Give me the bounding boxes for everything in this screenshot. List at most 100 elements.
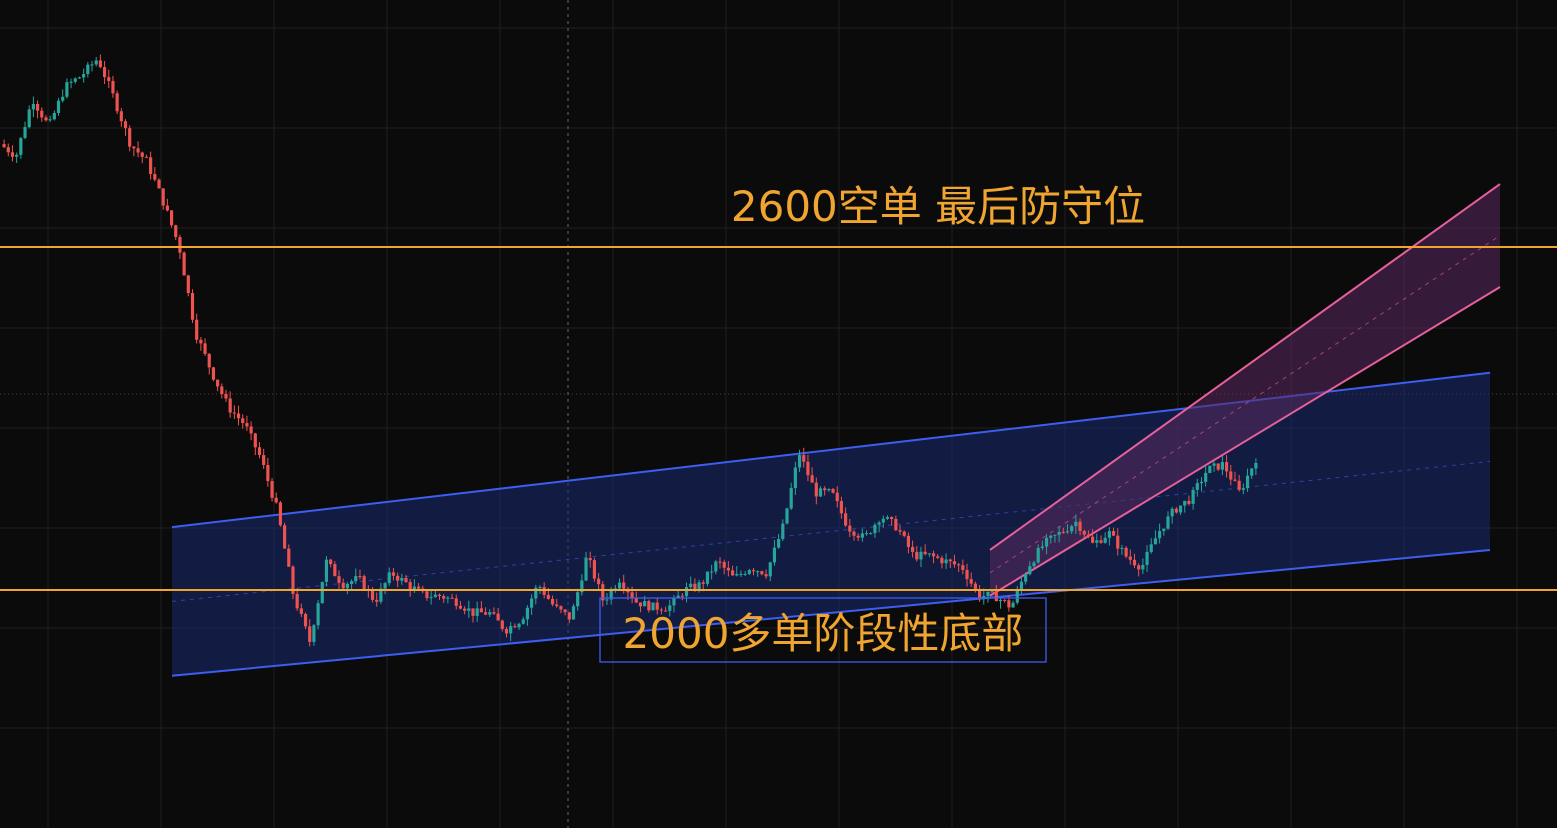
candle [253,432,257,456]
candle-body [211,367,216,380]
candle-body [957,564,961,566]
candle [236,405,241,426]
rising_channel-midline [989,235,1501,574]
candle [521,616,525,625]
candle-body [450,597,454,599]
candle [442,594,446,603]
candle-body [877,522,881,525]
candle-body [1015,589,1019,603]
candle-body [839,501,844,514]
candle-body [1170,508,1174,517]
candle-body [534,587,538,599]
candle [592,557,597,582]
candle-body [349,581,354,584]
candle [1036,544,1040,564]
candle-body [94,60,98,65]
candle [467,600,471,618]
candle-body [546,594,550,599]
candle-body [270,480,274,498]
candle [860,528,864,542]
candle-body [429,597,433,599]
candle-body [827,488,831,491]
candle [157,178,161,189]
candle [391,567,396,581]
candle [940,555,944,569]
candle [1061,527,1065,534]
candle-body [693,583,697,590]
candle [1116,528,1120,556]
candle-body [408,582,412,590]
candle [555,598,559,608]
candle [354,568,358,585]
candle-body [416,586,421,589]
candle-body [1162,528,1166,531]
candle-body [584,558,588,581]
candle-body [249,426,253,434]
candle [1195,478,1199,497]
candle-body [1044,537,1049,547]
candle [601,581,605,607]
candle-body [425,591,429,599]
candle-body [442,596,446,599]
candle-body [852,531,856,536]
candle-body [530,598,534,608]
candle [375,592,379,607]
candle [1241,483,1245,495]
candle-body [1132,559,1137,566]
candle [274,492,278,504]
candle-body [969,579,973,584]
candle [735,566,739,577]
candle [349,579,354,589]
candle-body [1166,516,1170,529]
candle [161,188,165,210]
candle-body [743,573,747,575]
candle [948,558,952,569]
candle [475,601,479,622]
candle-body [391,572,396,576]
candle-body [911,546,915,552]
candle-body [848,525,852,532]
candle-body [1019,581,1024,590]
candle-body [1149,544,1153,552]
candle [52,110,56,121]
candle [915,546,919,562]
candle [760,570,764,576]
candle-body [869,533,873,535]
candle-body [504,628,509,634]
candle-body [747,570,751,574]
candle [856,533,860,542]
candle [890,516,894,526]
annotation-2000: 2000多单阶段性底部 [599,597,1047,663]
candle [1245,468,1250,492]
candle [165,198,169,212]
candle-body [768,562,772,577]
candle [312,623,316,646]
candle-body [379,588,383,602]
candle-body [107,77,111,82]
candle-body [651,602,655,611]
candle-body [274,497,278,503]
candle-body [203,343,207,354]
candle-body [61,96,65,101]
candle [266,457,270,487]
candle-body [756,571,760,573]
candle-body [1141,564,1145,570]
rising_channel-upper [989,183,1501,551]
candle [751,567,756,576]
candle-body [295,593,299,609]
candle-body [931,553,936,557]
candle [1086,530,1091,539]
candle-body [571,606,576,620]
level-2000-label-box [599,597,1047,663]
candle-body [856,535,860,538]
candle [977,585,982,602]
candle [781,519,785,541]
candle [848,519,852,538]
candle [827,488,831,492]
candle [500,619,504,632]
candle [123,119,128,136]
candle-body [86,64,90,75]
candle [957,562,961,572]
candle-body [521,619,525,624]
candle-body [1233,479,1237,481]
